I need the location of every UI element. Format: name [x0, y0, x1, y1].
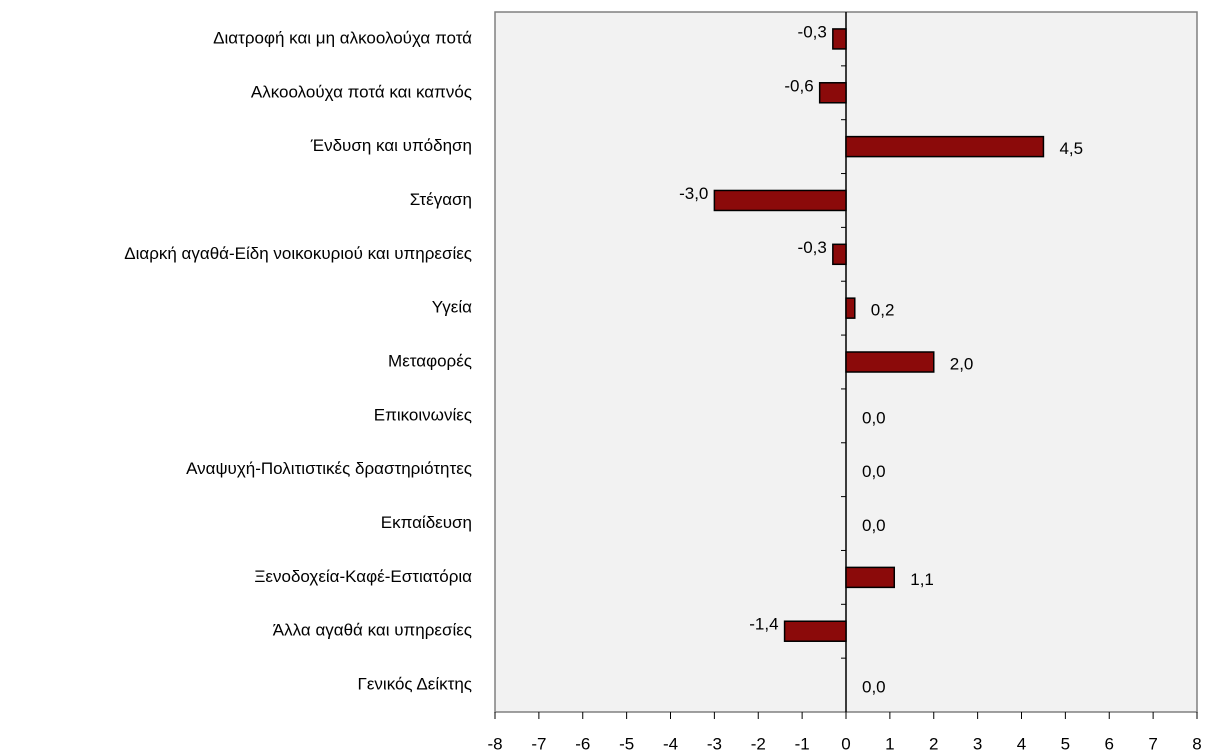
x-tick-label: 3: [973, 734, 982, 753]
x-tick-label: 8: [1192, 734, 1201, 753]
x-tick-label: -2: [751, 734, 766, 753]
value-label: -3,0: [679, 184, 708, 203]
value-label: 0,0: [862, 678, 886, 697]
category-label: Ξενοδοχεία-Καφέ-Εστιατόρια: [254, 567, 472, 586]
category-label: Στέγαση: [410, 190, 472, 209]
value-label: 0,0: [862, 462, 886, 481]
category-label: Υγεία: [432, 298, 472, 317]
category-label: Αναψυχή-Πολιτιστικές δραστηριότητες: [186, 459, 472, 478]
category-label: Εκπαίδευση: [381, 513, 472, 532]
value-label: -0,3: [798, 22, 827, 41]
x-tick-label: -3: [707, 734, 722, 753]
value-label: 4,5: [1059, 139, 1083, 158]
category-label: Διατροφή και μη αλκοολούχα ποτά: [213, 28, 472, 47]
value-label: 0,2: [871, 301, 895, 320]
x-tick-label: 1: [885, 734, 894, 753]
x-tick-label: -6: [575, 734, 590, 753]
bar: [845, 566, 896, 589]
category-label: Αλκοολούχα ποτά και καπνός: [251, 82, 472, 101]
x-tick-label: 7: [1148, 734, 1157, 753]
x-tick-label: 5: [1061, 734, 1070, 753]
x-tick-label: 2: [929, 734, 938, 753]
value-label: -0,3: [798, 238, 827, 257]
x-tick-label: 6: [1105, 734, 1114, 753]
bar: [845, 297, 856, 319]
bar: [713, 189, 847, 212]
category-label: Επικοινωνίες: [374, 405, 472, 424]
x-tick-label: 4: [1017, 734, 1026, 753]
value-label: 1,1: [910, 570, 934, 589]
bar: [783, 620, 847, 642]
x-tick-label: -5: [619, 734, 634, 753]
x-tick-label: -7: [531, 734, 546, 753]
value-label: 0,0: [862, 516, 886, 535]
category-label: Γενικός Δείκτης: [357, 675, 472, 694]
bar: [845, 135, 1045, 158]
category-label: Μεταφορές: [388, 351, 472, 370]
value-label: -1,4: [749, 615, 778, 634]
bar: [845, 351, 935, 373]
value-label: -0,6: [784, 76, 813, 95]
x-tick-label: -1: [795, 734, 810, 753]
bar: [832, 243, 847, 266]
value-label: 0,0: [862, 408, 886, 427]
bar: [832, 28, 847, 50]
bar: [818, 82, 847, 104]
x-tick-label: -8: [487, 734, 502, 753]
category-label: Ένδυση και υπόδηση: [310, 136, 472, 155]
category-label: Άλλα αγαθά και υπηρεσίες: [273, 621, 472, 640]
x-tick-label: 0: [841, 734, 850, 753]
category-label: Διαρκή αγαθά-Είδη νοικοκυριού και υπηρεσ…: [124, 244, 472, 263]
x-tick-label: -4: [663, 734, 678, 753]
value-label: 2,0: [950, 354, 974, 373]
